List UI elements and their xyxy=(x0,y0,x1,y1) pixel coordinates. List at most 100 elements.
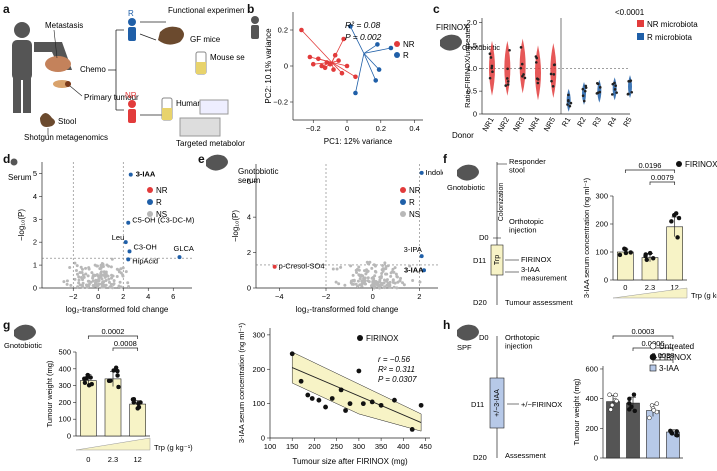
y-tick-label: 100 xyxy=(252,399,265,408)
legend-marker xyxy=(649,353,657,361)
data-point xyxy=(391,267,395,271)
x-tick-label: 0 xyxy=(86,455,90,464)
data-point xyxy=(411,278,415,282)
data-point xyxy=(387,283,391,287)
data-point xyxy=(343,283,347,287)
gradient-triangle xyxy=(612,287,688,299)
data-point xyxy=(584,86,588,89)
data-point xyxy=(351,279,355,283)
data-point xyxy=(89,381,95,387)
data-point xyxy=(365,268,369,272)
data-point xyxy=(298,378,304,384)
regression-line xyxy=(292,367,422,423)
spider-line xyxy=(355,53,365,94)
data-point xyxy=(75,264,79,268)
point-label: 3-IAA xyxy=(136,170,156,179)
y-tick-label: 600 xyxy=(585,364,598,373)
data-point xyxy=(363,276,367,280)
significance-bracket xyxy=(649,181,676,185)
chemo-label: Chemo xyxy=(80,65,106,74)
data-point xyxy=(373,269,377,273)
x-tick-label: 0.2 xyxy=(376,124,386,133)
data-point xyxy=(552,73,556,76)
trp-axis-label: Trp (g kg⁻¹) xyxy=(691,291,717,300)
highlight-point xyxy=(126,220,131,225)
data-point xyxy=(68,265,72,269)
stat-r2: R² = 0.08 xyxy=(345,20,380,30)
y-tick-label: 200 xyxy=(58,398,71,407)
day-label: D11 xyxy=(471,400,484,409)
x-tick-label: −4 xyxy=(275,292,284,301)
data-point xyxy=(87,285,91,289)
data-point xyxy=(617,252,623,258)
data-point xyxy=(628,250,633,255)
human-figure-icon xyxy=(10,158,18,166)
data-point xyxy=(566,103,569,106)
data-point xyxy=(373,78,379,83)
data-point xyxy=(75,272,79,276)
data-point xyxy=(395,286,399,290)
spider-line xyxy=(363,44,378,54)
point-label: Indole xyxy=(426,168,443,177)
data-point xyxy=(366,276,370,280)
data-point xyxy=(334,280,338,284)
x-tick-label: 2 xyxy=(417,292,421,301)
x-axis-label: Tumour size after FIRINOX (mg) xyxy=(292,457,408,466)
data-point xyxy=(386,264,390,268)
legend-marker xyxy=(394,41,400,47)
data-point xyxy=(324,60,330,65)
stool-label: Stool xyxy=(58,117,76,126)
legend-marker xyxy=(147,199,153,205)
data-point xyxy=(674,429,680,434)
data-point xyxy=(360,279,364,283)
y-tick-label: 0.2 xyxy=(278,26,288,35)
data-point xyxy=(115,267,119,271)
x-tick-label: NR3 xyxy=(511,116,526,134)
data-point xyxy=(94,279,98,283)
data-point xyxy=(353,90,358,96)
highlight-point xyxy=(126,257,131,262)
data-point xyxy=(97,282,101,286)
data-point xyxy=(77,275,81,279)
data-point xyxy=(119,285,123,289)
data-point xyxy=(613,392,618,398)
data-point xyxy=(331,267,335,271)
y-tick-label: 1.0 xyxy=(467,64,477,73)
data-point xyxy=(344,63,350,69)
data-point xyxy=(85,372,91,378)
x-tick-label: NR1 xyxy=(480,116,495,134)
legend-label: R xyxy=(409,198,415,207)
violin xyxy=(535,45,541,101)
day-label: D20 xyxy=(473,453,487,462)
y-tick-label: 100 xyxy=(58,415,71,424)
data-point xyxy=(94,284,98,288)
x-tick-label: 100 xyxy=(264,442,277,451)
legend-marker xyxy=(649,364,657,372)
data-point xyxy=(111,368,116,373)
significance-bracket xyxy=(624,169,676,173)
y-tick-label: 1.5 xyxy=(467,41,477,50)
data-point xyxy=(598,90,602,94)
data-point xyxy=(338,387,344,393)
data-point xyxy=(104,270,108,274)
legend-marker xyxy=(400,199,406,205)
data-point xyxy=(80,271,84,275)
data-point xyxy=(307,54,313,60)
data-point xyxy=(595,92,599,95)
gnotobiotic-label: Gnotobiotic xyxy=(447,183,485,192)
data-point xyxy=(489,56,493,59)
spider-line xyxy=(350,26,365,54)
legend-marker xyxy=(637,20,644,27)
data-point xyxy=(352,282,356,286)
data-point xyxy=(356,368,362,374)
x-tick-label: 12 xyxy=(133,455,141,464)
data-point xyxy=(357,268,361,272)
data-point xyxy=(341,36,346,42)
nr-label: NR xyxy=(125,91,137,100)
data-point xyxy=(78,283,82,287)
data-point xyxy=(650,256,656,261)
x-axis-label: log₂-transformed fold change xyxy=(296,305,399,314)
panel-label-a: a xyxy=(3,2,10,16)
data-point xyxy=(398,279,402,283)
point-label: C3-OH xyxy=(134,242,157,251)
